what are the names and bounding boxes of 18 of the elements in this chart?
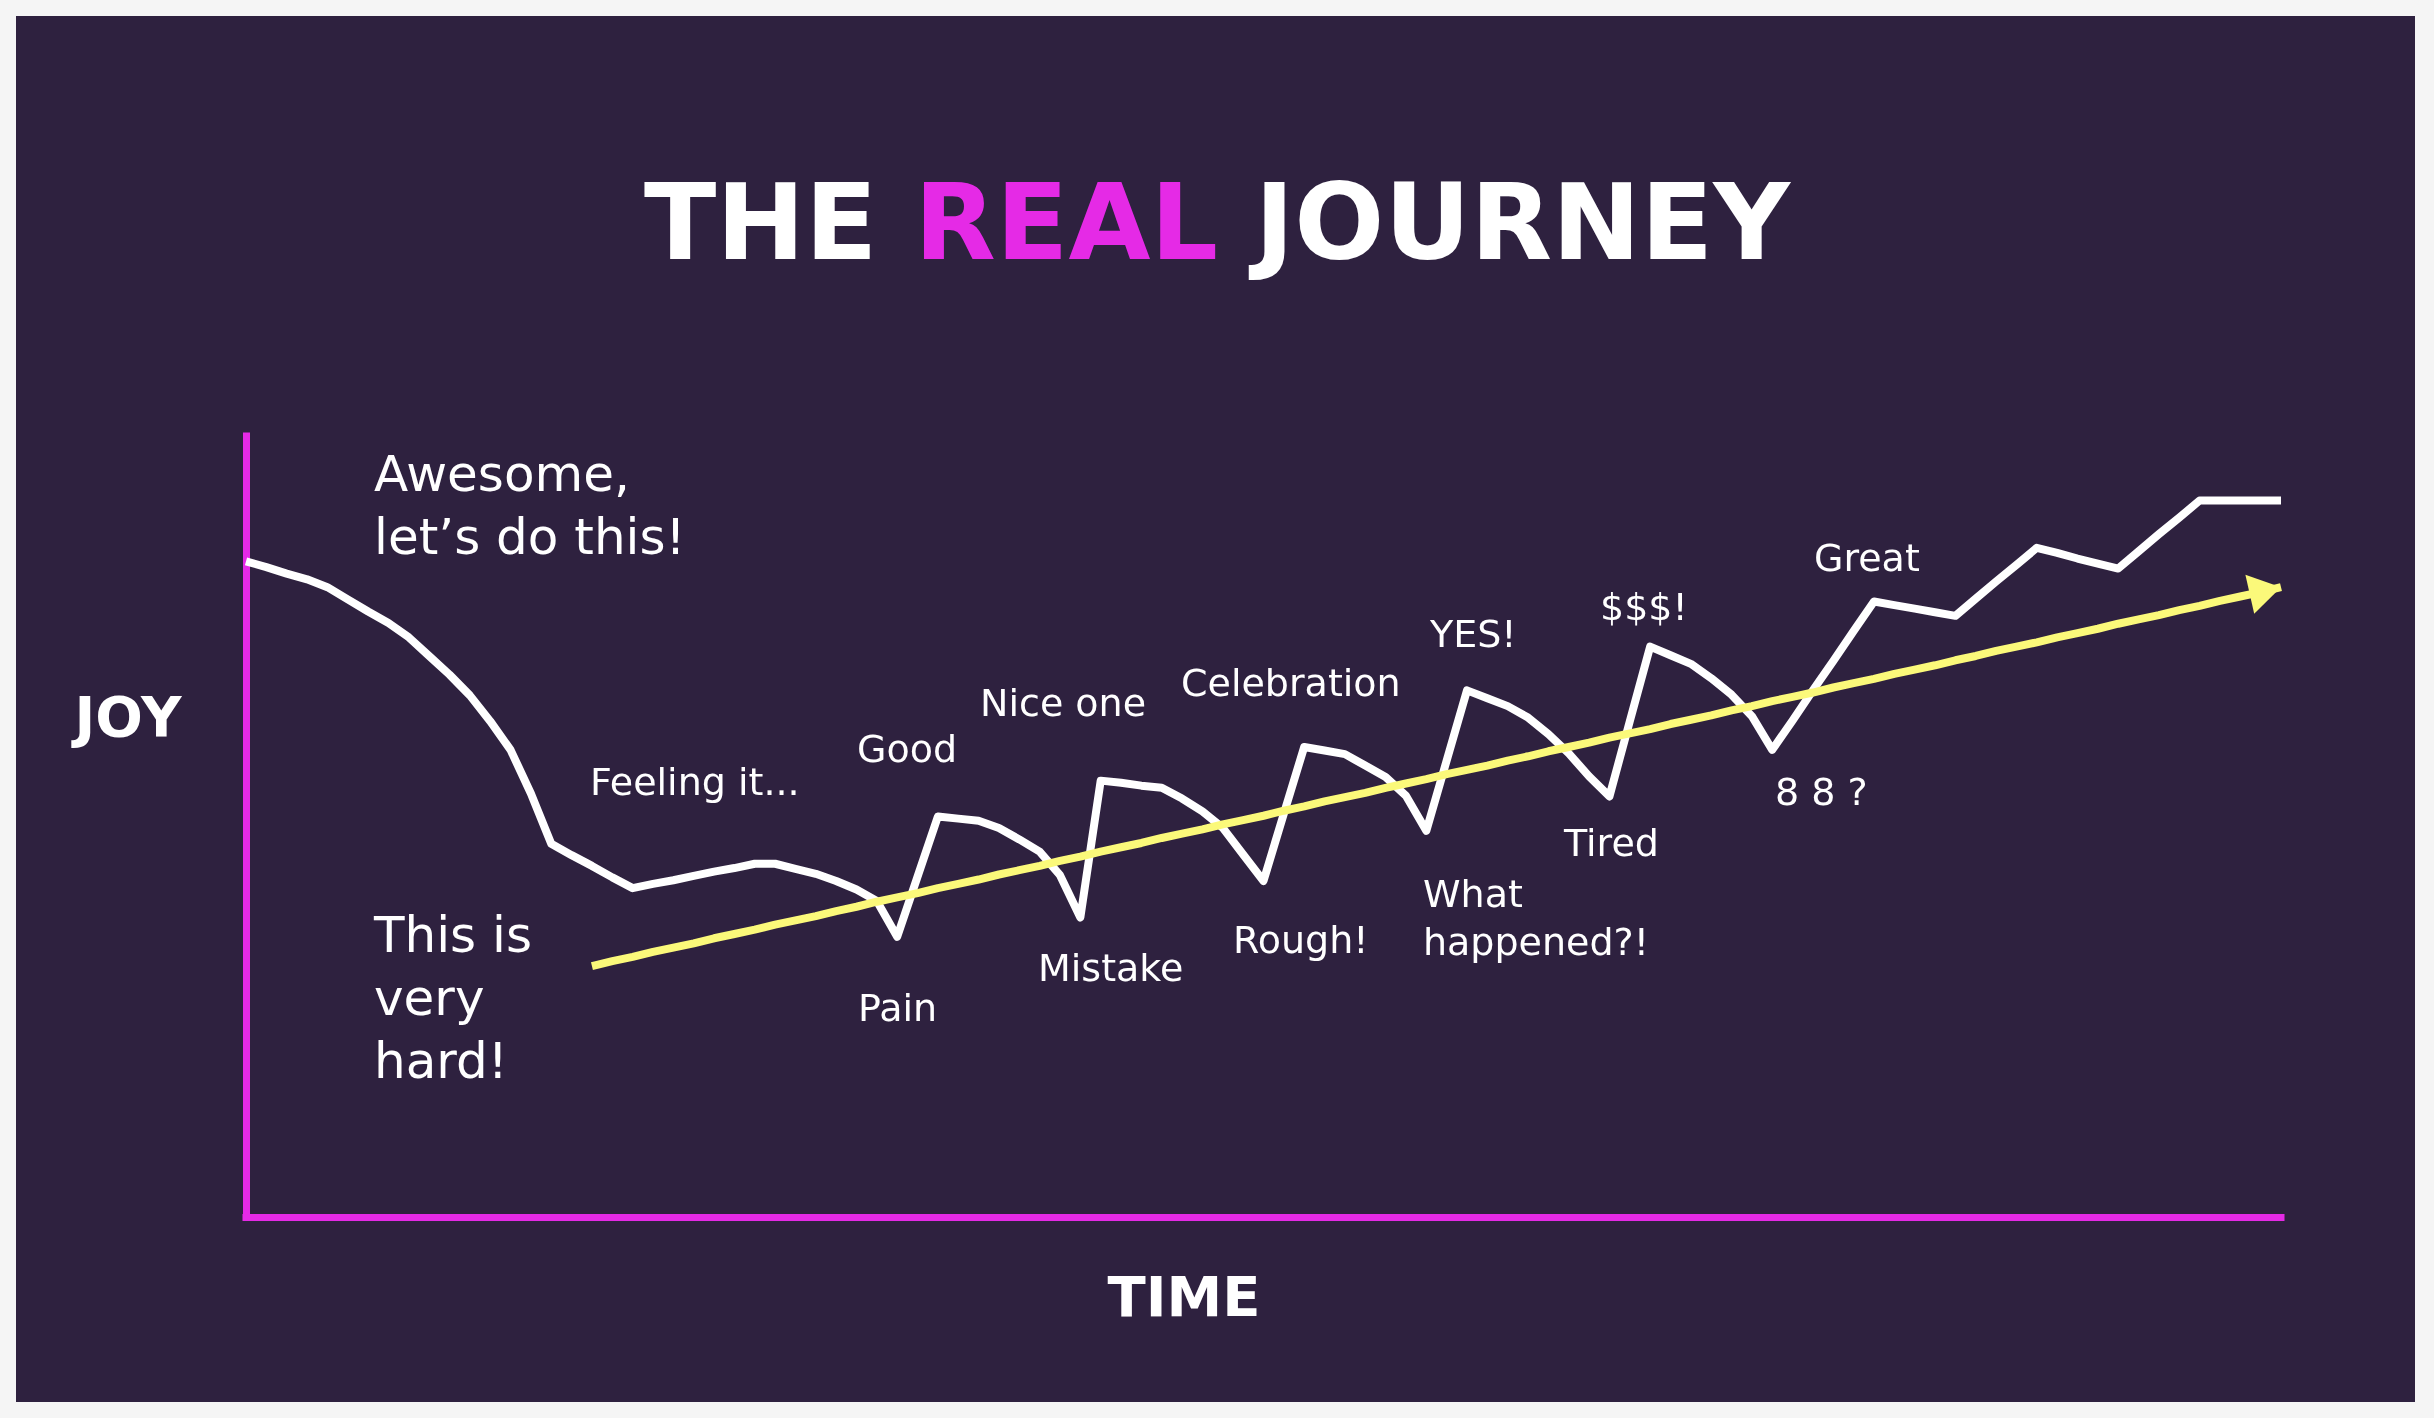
annotation: This is very hard! bbox=[373, 906, 533, 1090]
annotation: Good bbox=[857, 727, 958, 771]
annotation: Mistake bbox=[1038, 946, 1184, 990]
x-axis-title: TIME bbox=[1107, 1263, 1261, 1329]
annotation: Great bbox=[1814, 536, 1920, 580]
annotation: Feeling it... bbox=[590, 760, 800, 804]
annotation: What happened?! bbox=[1423, 872, 1649, 964]
annotation: Tired bbox=[1563, 821, 1659, 865]
y-axis-title: JOY bbox=[70, 683, 183, 749]
annotation: 8 8 ? bbox=[1775, 770, 1868, 814]
annotation: Rough! bbox=[1233, 918, 1369, 962]
annotation: Celebration bbox=[1181, 661, 1401, 705]
annotation: Nice one bbox=[980, 681, 1147, 725]
annotation: YES! bbox=[1429, 612, 1517, 656]
annotation: Pain bbox=[858, 986, 938, 1030]
chart-title: THE REAL JOURNEY bbox=[644, 160, 1792, 284]
annotation: Awesome, let’s do this! bbox=[374, 444, 686, 566]
annotation: $$$! bbox=[1600, 585, 1688, 629]
